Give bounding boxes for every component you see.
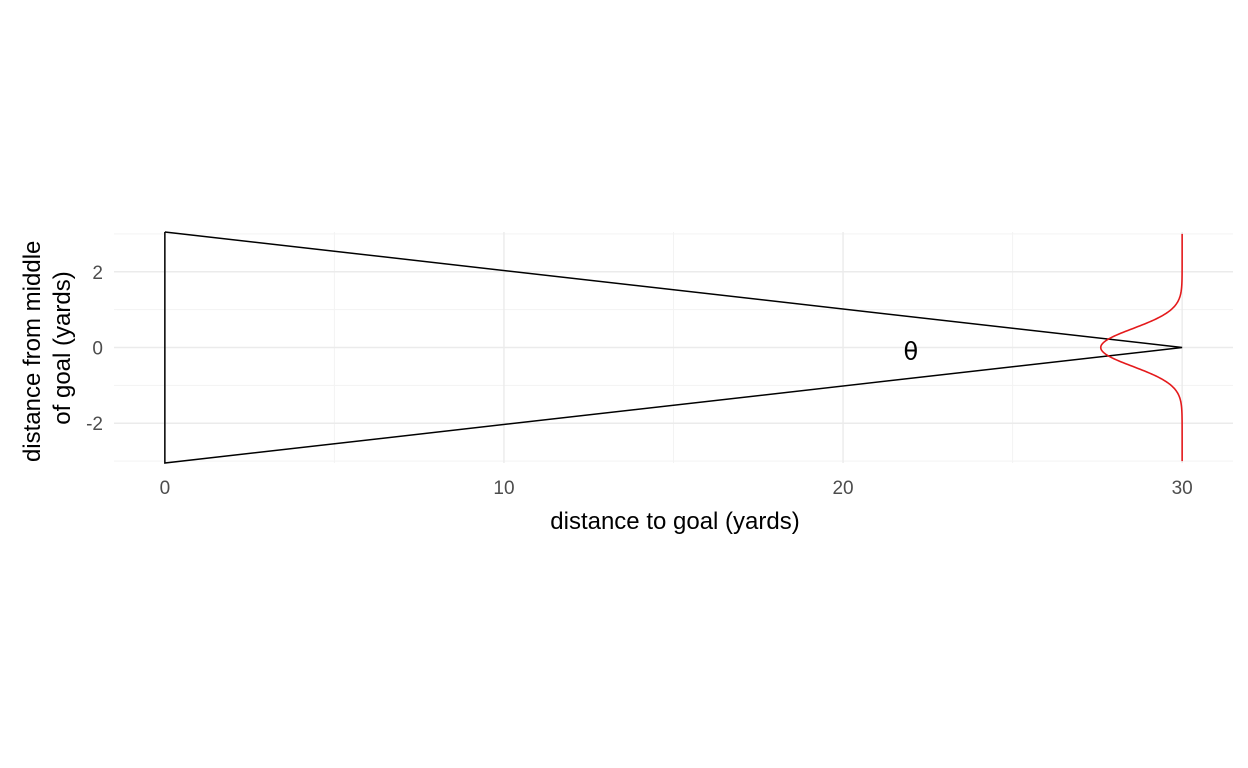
y-axis-title: distance from middle of goal (yards) [19, 234, 76, 462]
minor-gridlines [114, 232, 1233, 463]
x-tick-label: 20 [832, 478, 853, 499]
y-tick-label: 2 [92, 263, 103, 284]
theta-angle-label: θ [904, 337, 919, 365]
shot-direction-density-curve [1099, 233, 1183, 462]
y-tick-label: 0 [92, 339, 103, 360]
x-tick-label: 10 [493, 478, 514, 499]
x-axis-title: distance to goal (yards) [550, 508, 799, 535]
x-tick-label: 30 [1172, 478, 1193, 499]
x-tick-labels: 0 10 20 30 [160, 478, 1193, 499]
annotations: θ [904, 337, 919, 365]
y-axis-title-line-2: of goal (yards) [49, 271, 76, 424]
x-tick-label: 0 [160, 478, 171, 499]
data-series [164, 231, 1183, 464]
y-tick-label: -2 [86, 414, 103, 435]
y-axis-title-line-1: distance from middle [19, 241, 46, 462]
y-tick-labels: -2 0 2 [86, 263, 103, 435]
shot-angle-triangle [164, 231, 1183, 464]
